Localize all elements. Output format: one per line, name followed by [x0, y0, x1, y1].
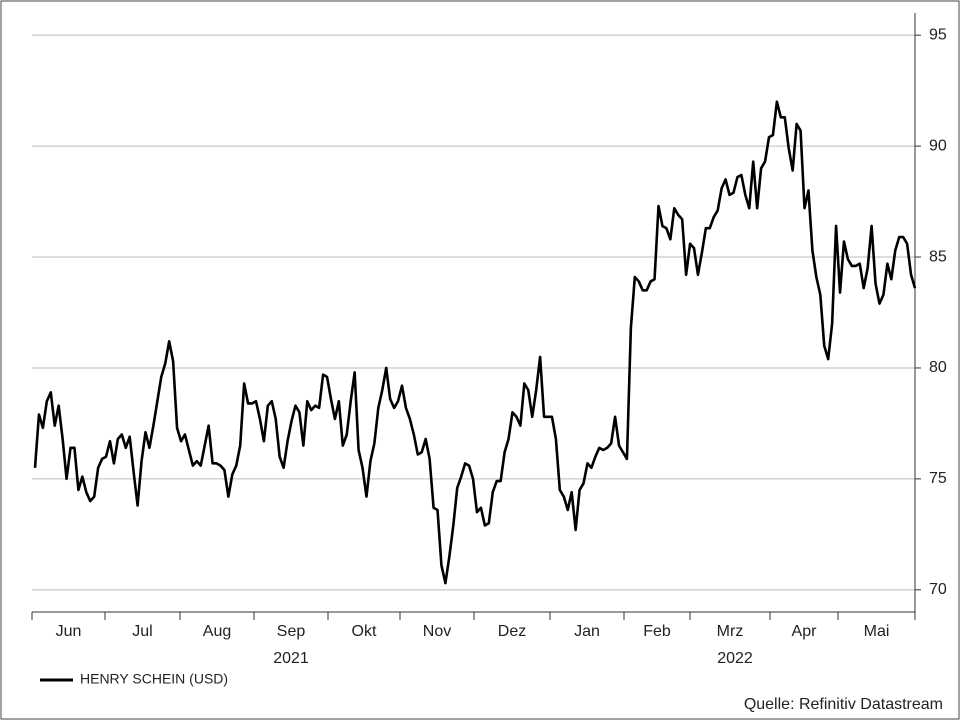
x-tick-label: Okt — [352, 623, 377, 640]
y-tick-label: 85 — [929, 248, 947, 265]
year-label: 2022 — [717, 650, 753, 667]
year-label: 2021 — [273, 650, 309, 667]
legend-label: HENRY SCHEIN (USD) — [80, 671, 228, 687]
x-tick-label: Jul — [132, 623, 152, 640]
x-tick-label: Jan — [574, 623, 600, 640]
x-tick-label: Mai — [864, 623, 890, 640]
x-tick-label: Dez — [498, 623, 526, 640]
x-tick-label: Sep — [277, 623, 306, 640]
y-tick-label: 95 — [929, 26, 947, 43]
x-tick-label: Jun — [56, 623, 82, 640]
y-tick-label: 80 — [929, 359, 947, 376]
y-tick-label: 70 — [929, 581, 947, 598]
price-line — [33, 100, 917, 585]
y-tick-label: 90 — [929, 137, 947, 154]
y-tick-label: 75 — [929, 470, 947, 487]
source: Quelle: Refinitiv Datastream — [744, 696, 943, 713]
x-tick-label: Feb — [643, 623, 671, 640]
x-tick-label: Nov — [423, 623, 451, 640]
x-tick-label: Mrz — [717, 623, 744, 640]
x-tick-label: Apr — [792, 623, 818, 640]
x-tick-label: Aug — [203, 623, 231, 640]
